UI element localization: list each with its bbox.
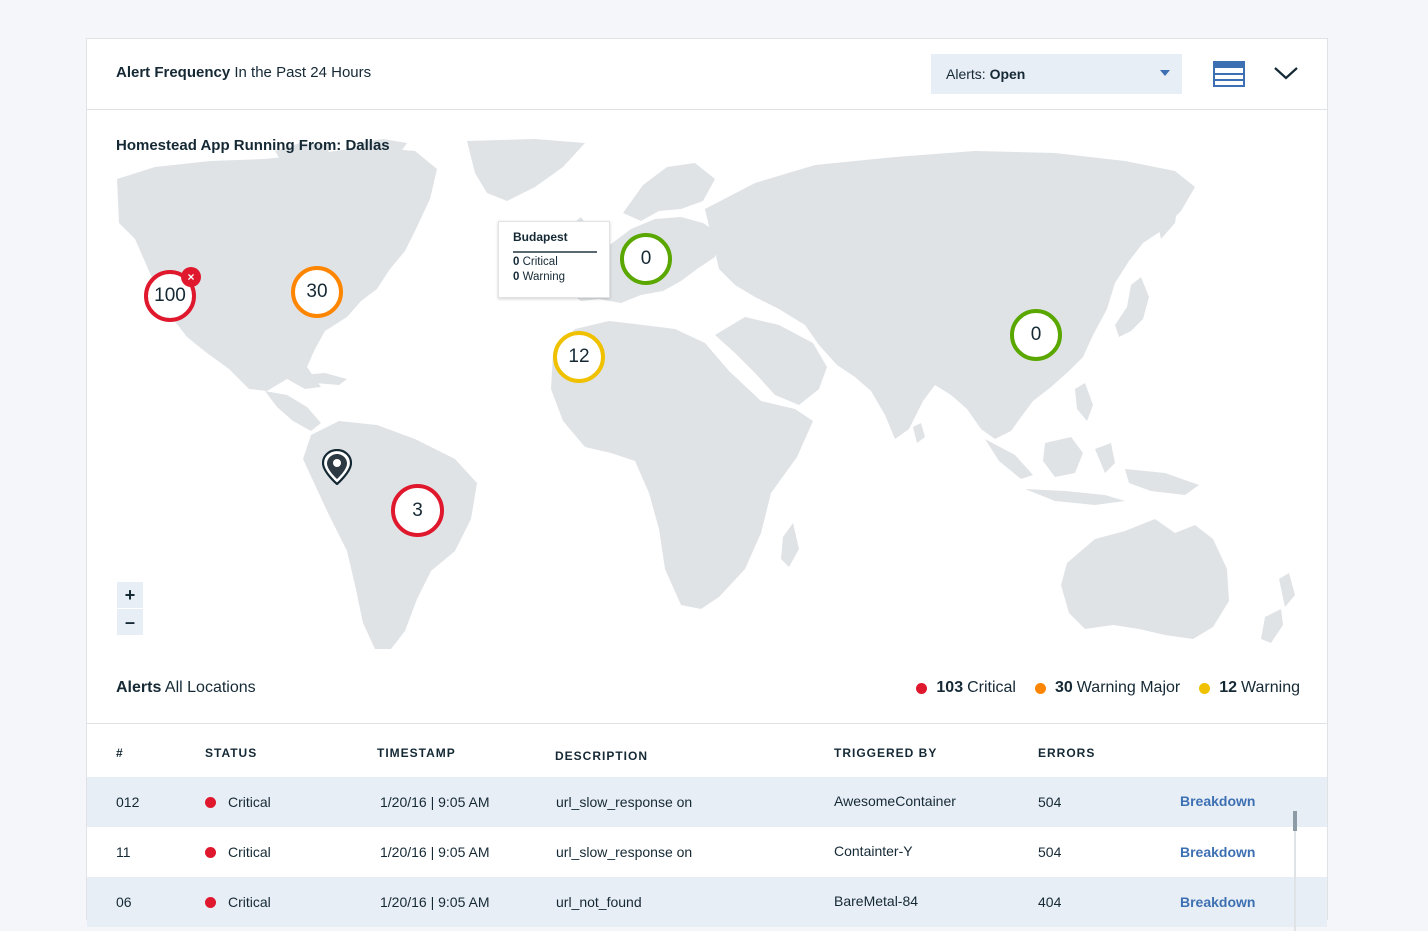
- chevron-down-icon[interactable]: [1273, 65, 1299, 81]
- status-label: Critical: [228, 794, 271, 810]
- cell-errors: 504: [1038, 844, 1062, 860]
- breakdown-link[interactable]: Breakdown: [1180, 793, 1256, 809]
- alert-marker-critical[interactable]: 3: [391, 484, 444, 537]
- column-header-timestamp[interactable]: TIMESTAMP: [377, 746, 456, 760]
- legend-label: Critical: [967, 679, 1016, 696]
- dropdown-value: Open: [989, 66, 1026, 82]
- alerts-section-title: Alerts All Locations: [116, 679, 256, 697]
- cell-timestamp: 1/20/16 | 9:05 AM: [380, 844, 490, 860]
- legend-count: 30: [1054, 679, 1073, 696]
- cell-timestamp: 1/20/16 | 9:05 AM: [380, 794, 490, 810]
- cell-status: Critical: [205, 794, 271, 810]
- cell-description: url_slow_response on: [556, 794, 693, 810]
- zoom-in-button[interactable]: +: [117, 582, 143, 608]
- tooltip-title: Budapest: [513, 230, 597, 253]
- column-header-status[interactable]: STATUS: [205, 746, 258, 760]
- cell-id: 11: [116, 844, 131, 860]
- alerts-table-header: # STATUS TIMESTAMP DESCRIPTION TRIGGERED…: [87, 723, 1327, 778]
- world-map-land: [117, 139, 1295, 649]
- close-icon[interactable]: ×: [181, 267, 201, 287]
- legend-item-warning-major: 30 Warning Major: [1034, 679, 1181, 697]
- warning-major-dot-icon: [1034, 682, 1046, 694]
- tooltip-critical-count: 0: [513, 256, 520, 268]
- legend-count: 103: [936, 679, 964, 696]
- tooltip-critical: 0 Critical: [513, 256, 595, 268]
- card-title-subtitle: In the Past 24 Hours: [234, 64, 372, 81]
- tooltip-warning-label: Warning: [522, 271, 566, 283]
- cell-timestamp: 1/20/16 | 9:05 AM: [380, 894, 490, 910]
- column-header-errors[interactable]: ERRORS: [1038, 746, 1096, 760]
- marker-count: 100: [154, 285, 186, 306]
- legend-label: Warning Major: [1076, 679, 1181, 696]
- alert-marker-ok[interactable]: 0: [1010, 309, 1062, 361]
- marker-count: 3: [412, 499, 423, 521]
- marker-count: 0: [640, 248, 652, 269]
- cell-errors: 404: [1038, 894, 1062, 910]
- column-header-description[interactable]: DESCRIPTION: [555, 749, 649, 763]
- alert-frequency-card: Alert Frequency In the Past 24 Hours Ale…: [86, 38, 1328, 931]
- card-header: Alert Frequency In the Past 24 Hours Ale…: [87, 39, 1327, 110]
- tooltip-warning-count: 0: [513, 271, 520, 283]
- tooltip-warning: 0 Warning: [513, 271, 595, 283]
- cell-id: 012: [116, 794, 140, 810]
- world-map[interactable]: [115, 139, 1301, 651]
- table-scrollbar-thumb[interactable]: [1293, 811, 1297, 831]
- legend-item-critical: 103 Critical: [916, 679, 1016, 697]
- card-title: Alert Frequency In the Past 24 Hours: [116, 64, 371, 81]
- marker-count: 30: [306, 281, 328, 302]
- table-row[interactable]: 012 Critical 1/20/16 | 9:05 AM url_slow_…: [87, 777, 1327, 827]
- cell-description: url_slow_response on: [556, 844, 693, 860]
- column-header-triggered-by[interactable]: TRIGGERED BY: [834, 746, 938, 760]
- legend-label: Warning: [1241, 679, 1300, 696]
- cell-errors: 504: [1038, 794, 1062, 810]
- list-view-icon[interactable]: [1213, 61, 1245, 87]
- tooltip-critical-label: Critical: [522, 256, 558, 268]
- cell-status: Critical: [205, 844, 271, 860]
- alert-marker-warning[interactable]: 12: [553, 331, 605, 383]
- cell-triggered-by: AwesomeContainer: [834, 793, 956, 809]
- location-pin-icon[interactable]: [321, 448, 353, 490]
- column-header-id[interactable]: #: [116, 746, 124, 760]
- critical-dot-icon: [205, 847, 216, 858]
- status-label: Critical: [228, 894, 271, 910]
- breakdown-link[interactable]: Breakdown: [1180, 894, 1256, 910]
- alert-marker-ok[interactable]: 0: [620, 233, 672, 285]
- cell-description: url_not_found: [556, 894, 642, 910]
- warning-dot-icon: [1199, 682, 1211, 694]
- alerts-title-strong: Alerts: [116, 679, 162, 696]
- alerts-legend: 103 Critical 30 Warning Major 12 Warning: [897, 679, 1300, 697]
- critical-dot-icon: [205, 797, 216, 808]
- cell-status: Critical: [205, 894, 271, 910]
- marker-count: 12: [568, 346, 590, 367]
- status-label: Critical: [228, 844, 271, 860]
- table-row[interactable]: 11 Critical 1/20/16 | 9:05 AM url_slow_r…: [87, 827, 1327, 877]
- legend-count: 12: [1219, 679, 1238, 696]
- alerts-title-subtitle: All Locations: [164, 679, 256, 696]
- cell-triggered-by: BareMetal-84: [834, 893, 919, 909]
- dropdown-label: Alerts:: [946, 66, 986, 82]
- alerts-filter-dropdown[interactable]: Alerts: Open: [931, 54, 1182, 94]
- table-scrollbar-track[interactable]: [1294, 811, 1296, 931]
- critical-dot-icon: [916, 682, 928, 694]
- card-title-strong: Alert Frequency: [116, 64, 231, 81]
- map-title: Homestead App Running From: Dallas: [116, 137, 390, 154]
- marker-count: 0: [1030, 324, 1042, 345]
- cell-id: 06: [116, 894, 132, 910]
- legend-item-warning: 12 Warning: [1199, 679, 1300, 697]
- location-tooltip: Budapest 0 Critical 0 Warning: [498, 221, 610, 298]
- cell-triggered-by: Containter-Y: [834, 843, 913, 859]
- breakdown-link[interactable]: Breakdown: [1180, 844, 1256, 860]
- caret-down-icon: [1160, 70, 1170, 76]
- alert-marker-warning-major[interactable]: 30: [291, 266, 343, 318]
- table-row[interactable]: 06 Critical 1/20/16 | 9:05 AM url_not_fo…: [87, 877, 1327, 927]
- zoom-out-button[interactable]: –: [117, 609, 143, 635]
